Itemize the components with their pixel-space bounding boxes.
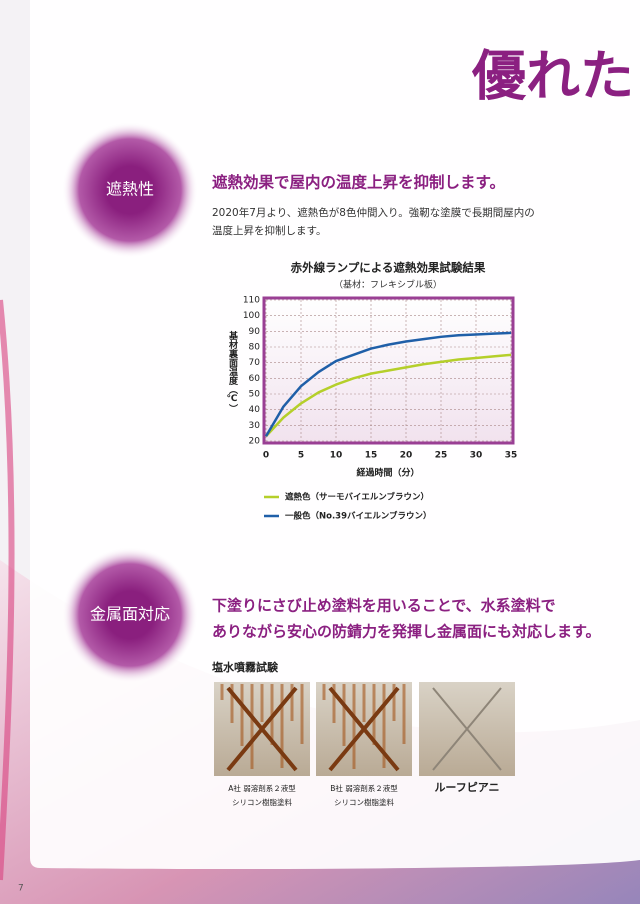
sample-caption: ルーフピアニ (434, 781, 499, 794)
scribe-cross (432, 687, 502, 771)
y-axis-label: 基材裏面温度（℃） (226, 330, 238, 413)
sample-caption: A社 弱溶剤系２液型 (228, 783, 296, 793)
section-heading: 遮熱効果で屋内の温度上昇を抑制します。 (212, 173, 505, 192)
x-tick-label: 10 (330, 451, 343, 461)
x-axis-label: 経過時間（分） (356, 467, 419, 479)
x-tick-label: 20 (400, 451, 413, 461)
y-tick-label: 80 (249, 343, 261, 353)
y-tick-label: 50 (249, 390, 261, 400)
body-text: 2020年7月より、遮熱色が8色仲間入り。強靭な塗膜で長期間屋内の (212, 206, 535, 219)
y-tick-label: 40 (249, 405, 261, 415)
y-tick-label: 70 (249, 358, 261, 368)
scribe-cross (226, 686, 298, 772)
badge-label: 金属面対応 (90, 605, 170, 624)
body-text: 温度上昇を抑制します。 (212, 224, 326, 237)
series-line (264, 331, 512, 437)
y-tick-label: 90 (249, 327, 261, 337)
badge (62, 547, 198, 683)
badge-label: 遮熱性 (106, 180, 154, 199)
page-title: 優れた (471, 45, 634, 108)
chart: 赤外線ランプによる遮熱効果試験結果 （基材：フレキシブル板） 基材裏面温度（℃）… (226, 261, 517, 522)
x-tick-label: 0 (263, 451, 269, 461)
y-tick-label: 60 (249, 374, 261, 384)
sample-caption: シリコン樹脂塗料 (232, 797, 292, 807)
y-tick-label: 20 (249, 437, 261, 447)
series-line (265, 353, 512, 438)
badge (62, 122, 198, 258)
x-tick-label: 5 (298, 451, 304, 461)
section-heading: 下塗りにさび止め塗料を用いることで、水系塗料で (212, 597, 556, 615)
x-tick-label: 30 (470, 451, 483, 461)
legend-label: 一般色（No.39バイエルンブラウン） (285, 511, 432, 522)
scribe-cross (328, 686, 400, 772)
x-tick-label: 15 (365, 451, 378, 461)
section-heading: ありながら安心の防錆力を発揮し金属面にも対応します。 (212, 623, 601, 641)
sample-caption: シリコン樹脂塗料 (334, 797, 394, 807)
y-tick-label: 100 (243, 311, 260, 321)
sample-caption: B社 弱溶剤系２液型 (330, 783, 398, 793)
x-tick-label: 25 (435, 451, 448, 461)
subheading: 塩水噴霧試験 (212, 660, 279, 674)
chart-subtitle: （基材：フレキシブル板） (334, 279, 442, 291)
x-tick-label: 35 (505, 451, 518, 461)
chart-title: 赤外線ランプによる遮熱効果試験結果 (291, 261, 486, 275)
legend-label: 遮熱色（サーモバイエルンブラウン） (285, 492, 429, 503)
y-tick-label: 30 (249, 421, 261, 431)
decoration (0, 299, 15, 881)
y-tick-label: 110 (243, 296, 260, 306)
page-number: 7 (18, 884, 24, 894)
